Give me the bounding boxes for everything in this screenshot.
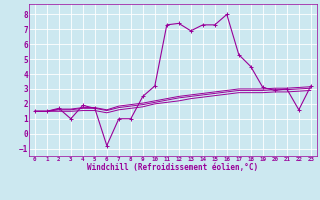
- X-axis label: Windchill (Refroidissement éolien,°C): Windchill (Refroidissement éolien,°C): [87, 163, 258, 172]
